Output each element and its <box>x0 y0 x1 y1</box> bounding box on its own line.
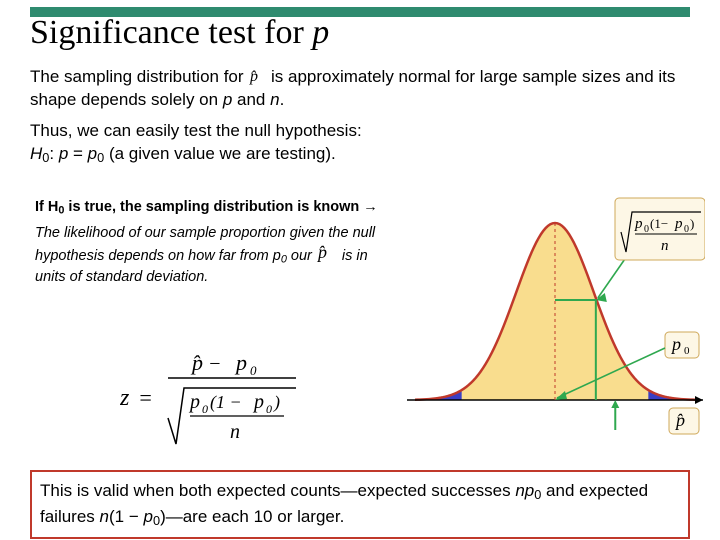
svg-text:): ) <box>690 216 694 231</box>
bottom-paren: (1 − <box>109 507 144 526</box>
p-hat-icon-img: p̂ <box>316 243 338 263</box>
validity-note: This is valid when both expected counts—… <box>30 470 690 539</box>
bottom-a: This is valid when both expected counts—… <box>40 481 515 500</box>
para2-eq: = <box>68 144 87 163</box>
svg-text:p: p <box>188 391 200 413</box>
known-line-2: The likelihood of our sample proportion … <box>35 224 395 287</box>
slide: Significance test for p The sampling dis… <box>0 0 720 540</box>
svg-text:(1 −: (1 − <box>210 392 242 413</box>
title-prefix: Significance test for <box>30 14 312 51</box>
svg-text:p: p <box>234 350 247 375</box>
bottom-close: )—are each 10 or larger. <box>160 507 344 526</box>
svg-text:p: p <box>670 334 681 354</box>
para2-tail: (a given value we are testing). <box>104 144 336 163</box>
para2-H: H <box>30 144 42 163</box>
svg-text:p̂: p̂ <box>249 68 258 85</box>
known-b2: our <box>287 248 316 264</box>
svg-text:p: p <box>252 391 264 413</box>
bottom-n: n <box>100 507 109 526</box>
bottom-p0: 0 <box>153 514 160 529</box>
svg-text:=: = <box>138 385 153 410</box>
para1-end: . <box>280 90 285 109</box>
para-2: Thus, we can easily test the null hypoth… <box>30 120 680 166</box>
svg-text:(1−: (1− <box>650 216 668 231</box>
z-formula: z = p̂ − p 0 p 0 (1 − p 0 ) n <box>120 348 310 464</box>
para1-a: The sampling distribution for <box>30 67 248 86</box>
svg-text:−: − <box>208 353 222 375</box>
svg-text:p: p <box>674 216 683 232</box>
svg-text:n: n <box>661 238 669 254</box>
known-a-rest: is true, the sampling distribution is kn… <box>64 199 363 215</box>
para2-p2: p <box>88 144 97 163</box>
p-hat-icon: p̂ <box>248 67 266 85</box>
known-a: If H <box>35 199 58 215</box>
svg-text:p̂: p̂ <box>316 243 327 262</box>
svg-text:z: z <box>120 385 130 411</box>
distribution-chart: p0(1−p0)np0p̂ <box>405 188 705 453</box>
svg-text:p: p <box>634 216 643 232</box>
svg-text:p̂: p̂ <box>190 350 203 375</box>
svg-text:n: n <box>230 421 240 443</box>
svg-text:0: 0 <box>202 402 208 416</box>
page-title: Significance test for p <box>30 14 329 52</box>
para-1: The sampling distribution for p̂ is appr… <box>30 66 680 112</box>
top-rule <box>30 4 690 14</box>
known-line-1: If H0 is true, the sampling distribution… <box>35 198 395 218</box>
svg-text:): ) <box>273 392 280 413</box>
para2-sep: : <box>49 144 58 163</box>
para1-and: and <box>232 90 270 109</box>
arrow-icon: → <box>363 199 378 215</box>
para1-p: p <box>223 90 232 109</box>
svg-text:0: 0 <box>684 224 689 235</box>
svg-text:0: 0 <box>644 224 649 235</box>
title-p: p <box>312 14 329 51</box>
z-formula-svg: z = p̂ − p 0 p 0 (1 − p 0 ) n <box>120 348 310 458</box>
svg-text:0: 0 <box>250 363 257 378</box>
para2-p: p <box>59 144 68 163</box>
svg-text:0: 0 <box>266 402 272 416</box>
svg-text:p̂: p̂ <box>674 410 685 430</box>
svg-text:0: 0 <box>684 345 690 357</box>
para2-a: Thus, we can easily test the null hypoth… <box>30 121 362 140</box>
bottom-np: np <box>515 481 534 500</box>
para1-n: n <box>270 90 279 109</box>
bottom-p: p <box>144 507 153 526</box>
